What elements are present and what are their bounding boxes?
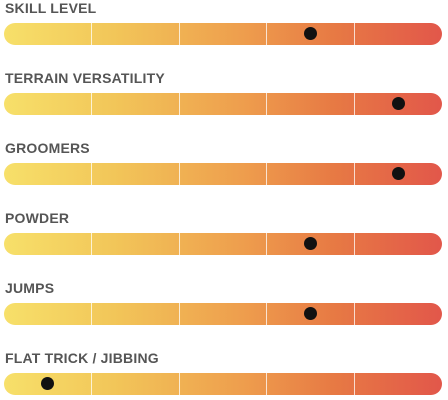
segment-divider xyxy=(266,23,267,45)
rating-row-flat-trick-jibbing: FLAT TRICK / JIBBING xyxy=(0,350,448,400)
rating-label: FLAT TRICK / JIBBING xyxy=(5,350,159,366)
rating-marker xyxy=(304,237,318,250)
segment-divider xyxy=(91,23,92,45)
segment-divider xyxy=(266,93,267,115)
rating-track xyxy=(4,23,442,45)
segment-divider xyxy=(354,233,355,255)
rating-track xyxy=(4,93,442,115)
rating-row-jumps: JUMPS xyxy=(0,280,448,342)
segment-divider xyxy=(266,303,267,325)
rating-marker xyxy=(391,167,405,180)
rating-row-powder: POWDER xyxy=(0,210,448,272)
segment-divider xyxy=(266,233,267,255)
rating-label: JUMPS xyxy=(5,280,55,296)
rating-label: GROOMERS xyxy=(5,140,90,156)
segment-divider xyxy=(354,163,355,185)
rating-track xyxy=(4,163,442,185)
segment-divider xyxy=(179,303,180,325)
rating-row-groomers: GROOMERS xyxy=(0,140,448,202)
segment-divider xyxy=(354,303,355,325)
rating-row-terrain-versatility: TERRAIN VERSATILITY xyxy=(0,70,448,132)
segment-divider xyxy=(179,373,180,395)
rating-track xyxy=(4,233,442,255)
rating-row-skill-level: SKILL LEVEL xyxy=(0,0,448,62)
segment-divider xyxy=(179,23,180,45)
segment-divider xyxy=(354,23,355,45)
segment-divider xyxy=(91,303,92,325)
rating-label: SKILL LEVEL xyxy=(5,0,97,16)
rating-track xyxy=(4,303,442,325)
segment-divider xyxy=(179,233,180,255)
rating-marker xyxy=(41,377,55,390)
segment-divider xyxy=(179,163,180,185)
segment-divider xyxy=(91,233,92,255)
rating-marker xyxy=(304,27,318,40)
segment-divider xyxy=(179,93,180,115)
segment-divider xyxy=(266,373,267,395)
segment-divider xyxy=(354,373,355,395)
segment-divider xyxy=(354,93,355,115)
rating-label: POWDER xyxy=(5,210,70,226)
rating-track xyxy=(4,373,442,395)
rating-label: TERRAIN VERSATILITY xyxy=(5,70,165,86)
segment-divider xyxy=(91,93,92,115)
rating-marker xyxy=(391,97,405,110)
segment-divider xyxy=(91,163,92,185)
segment-divider xyxy=(266,163,267,185)
rating-marker xyxy=(304,307,318,320)
segment-divider xyxy=(91,373,92,395)
